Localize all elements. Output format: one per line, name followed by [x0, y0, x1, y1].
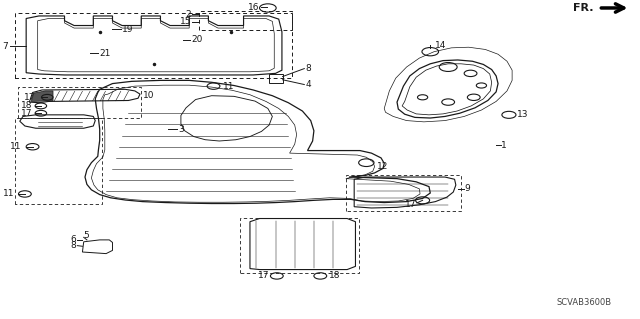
Text: 11: 11: [223, 82, 235, 91]
Text: SCVAB3600B: SCVAB3600B: [557, 298, 612, 307]
Text: 18: 18: [329, 271, 340, 280]
Text: 17: 17: [24, 93, 36, 102]
Text: 15: 15: [180, 17, 191, 26]
Text: 19: 19: [122, 25, 134, 34]
Text: 7: 7: [2, 42, 8, 51]
Polygon shape: [31, 91, 53, 101]
Text: 21: 21: [100, 49, 111, 58]
Text: 16: 16: [248, 3, 260, 11]
Text: 6: 6: [70, 235, 76, 244]
Text: 14: 14: [435, 41, 447, 50]
Text: 17: 17: [258, 271, 269, 280]
Text: 10: 10: [143, 91, 154, 100]
Text: 11: 11: [10, 142, 22, 151]
Text: 5: 5: [84, 231, 90, 240]
Text: 2: 2: [186, 10, 191, 19]
Text: FR.: FR.: [573, 3, 594, 13]
Text: 20: 20: [191, 35, 202, 44]
Text: 8: 8: [305, 64, 311, 73]
Text: 1: 1: [501, 141, 507, 150]
Text: 4: 4: [305, 80, 311, 89]
Text: 3: 3: [179, 125, 184, 134]
Text: 9: 9: [464, 184, 470, 193]
Text: 13: 13: [517, 110, 529, 119]
Bar: [269, 74, 283, 83]
Text: 11: 11: [3, 189, 15, 198]
Text: 17: 17: [404, 200, 416, 209]
Text: 18: 18: [21, 101, 33, 110]
Text: 8: 8: [70, 241, 76, 250]
Text: 17: 17: [21, 109, 33, 118]
Text: 12: 12: [376, 162, 388, 171]
